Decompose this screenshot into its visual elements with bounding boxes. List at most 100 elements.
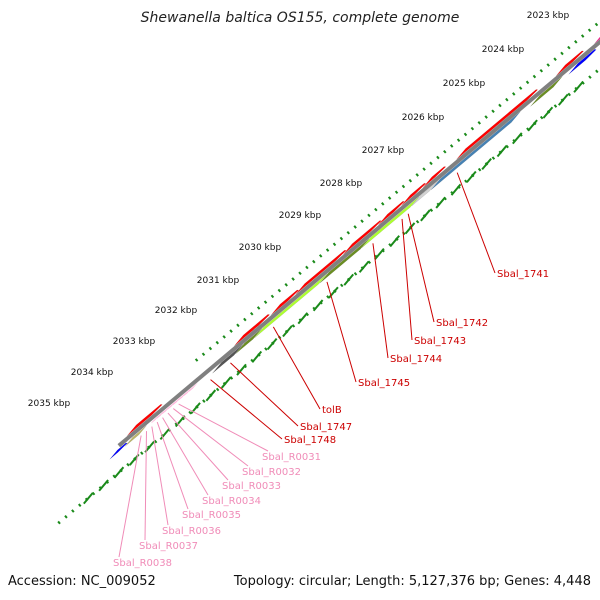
trna-feature xyxy=(172,396,182,406)
label-trna: Sbal_R0031 xyxy=(262,452,321,463)
label-tolb-leader xyxy=(272,326,321,410)
kbp-label: 2023 kbp xyxy=(527,11,570,21)
trna-feature xyxy=(189,382,198,392)
inner-tick-track xyxy=(57,66,600,525)
misc-feature xyxy=(594,36,600,44)
label-trna: Sbal_R0036 xyxy=(162,526,221,537)
cds-feature xyxy=(234,314,271,346)
genome-backbone xyxy=(117,39,600,448)
trna-feature xyxy=(178,391,188,401)
cds-feature xyxy=(378,201,405,226)
trna-feature xyxy=(151,414,161,424)
label-trna-leader xyxy=(156,421,189,510)
label-sbal-1747-leader xyxy=(230,362,299,427)
outer-tick-track xyxy=(194,19,600,362)
label-sbal-1748: Sbal_1748 xyxy=(284,435,336,446)
inner-tick-mark xyxy=(435,196,446,209)
label-trna-leader xyxy=(118,435,142,558)
label-sbal-1743: Sbal_1743 xyxy=(414,336,466,347)
trna-feature xyxy=(183,387,193,397)
inner-tick-mark xyxy=(113,466,125,479)
cds-feature xyxy=(422,166,447,188)
gene-sbal-1747-block xyxy=(235,328,263,355)
cds-feature xyxy=(556,50,585,76)
cds-feature xyxy=(401,183,427,206)
blue-feature xyxy=(109,442,129,460)
inner-tick-mark xyxy=(83,492,94,505)
genome-summary: Topology: circular; Length: 5,127,376 bp… xyxy=(233,574,591,589)
kbp-label: 2035 kbp xyxy=(28,399,71,409)
label-trna: Sbal_R0034 xyxy=(202,496,261,507)
map-title: Shewanella baltica OS155, complete genom… xyxy=(140,10,460,26)
inner-tick-mark xyxy=(266,337,278,351)
label-sbal-1747: Sbal_1747 xyxy=(300,422,352,433)
gene-tolb-block xyxy=(254,273,328,338)
inner-tick-mark xyxy=(190,402,201,415)
label-sbal-1742: Sbal_1742 xyxy=(436,318,488,329)
inner-tick-mark xyxy=(251,350,263,363)
inner-tick-mark xyxy=(466,170,477,183)
gene-sbal-1742-block xyxy=(430,111,521,191)
label-trna: Sbal_R0033 xyxy=(222,481,281,492)
label-trna: Sbal_R0035 xyxy=(182,510,241,521)
gene-sbal-1745-block xyxy=(319,238,370,284)
label-trna: Sbal_R0037 xyxy=(139,541,198,552)
gene-sbal-1743-block xyxy=(411,180,439,207)
olive-feature xyxy=(530,76,563,107)
inner-tick-mark xyxy=(573,80,584,93)
inner-tick-mark xyxy=(174,415,186,428)
label-trna-leader xyxy=(144,431,147,541)
inner-tick-mark xyxy=(358,260,370,273)
label-sbal-1745: Sbal_1745 xyxy=(358,378,410,389)
inner-tick-mark xyxy=(205,389,217,402)
label-trna-leader xyxy=(178,403,269,452)
kbp-label: 2025 kbp xyxy=(443,79,486,89)
inner-tick-mark xyxy=(481,158,492,171)
kbp-label: 2031 kbp xyxy=(197,276,240,286)
inner-tick-mark xyxy=(312,299,324,312)
label-trna-leader xyxy=(172,408,249,467)
inner-tick-mark xyxy=(496,145,508,158)
label-tolb: tolB xyxy=(322,405,342,416)
label-sbal-1744-leader xyxy=(372,243,389,359)
trna-feature xyxy=(156,409,166,419)
label-trna: Sbal_R0032 xyxy=(242,467,301,478)
inner-tick-mark xyxy=(159,427,171,440)
inner-tick-mark xyxy=(236,363,247,376)
kbp-label: 2026 kbp xyxy=(402,113,445,123)
inner-tick-mark xyxy=(542,106,554,119)
cds-feature xyxy=(295,249,347,295)
kbp-label: 2027 kbp xyxy=(362,146,405,156)
accession-label: Accession: NC_009052 xyxy=(8,574,156,589)
label-sbal-1741-leader xyxy=(456,172,496,274)
trna-feature xyxy=(162,405,172,415)
inner-tick-mark xyxy=(450,183,462,196)
label-sbal-1741: Sbal_1741 xyxy=(497,269,549,280)
trna-feature xyxy=(167,400,177,410)
inner-tick-mark xyxy=(512,132,523,145)
kbp-label: 2032 kbp xyxy=(155,306,198,316)
cds-feature xyxy=(127,404,163,436)
label-trna-leader xyxy=(167,412,229,481)
label-sbal-1742-leader xyxy=(407,213,435,323)
inner-tick-mark xyxy=(282,325,293,338)
kbp-label: 2024 kbp xyxy=(482,45,525,55)
kbp-label: 2028 kbp xyxy=(320,179,363,189)
label-sbal-1743-leader xyxy=(401,218,413,341)
label-sbal-1748-leader xyxy=(210,379,283,440)
inner-tick-mark xyxy=(404,222,416,235)
inner-tick-mark xyxy=(557,93,569,106)
blue-feature xyxy=(568,49,597,75)
kbp-label: 2030 kbp xyxy=(239,243,282,253)
cds-feature xyxy=(271,289,300,316)
inner-tick-mark xyxy=(328,286,339,299)
inner-tick-mark xyxy=(297,312,309,325)
inner-tick-mark xyxy=(220,376,232,389)
label-sbal-1744: Sbal_1744 xyxy=(390,354,442,365)
inner-tick-mark xyxy=(527,119,538,132)
inner-tick-mark xyxy=(389,235,400,248)
kbp-label: 2033 kbp xyxy=(113,337,156,347)
cds-feature xyxy=(343,220,382,255)
